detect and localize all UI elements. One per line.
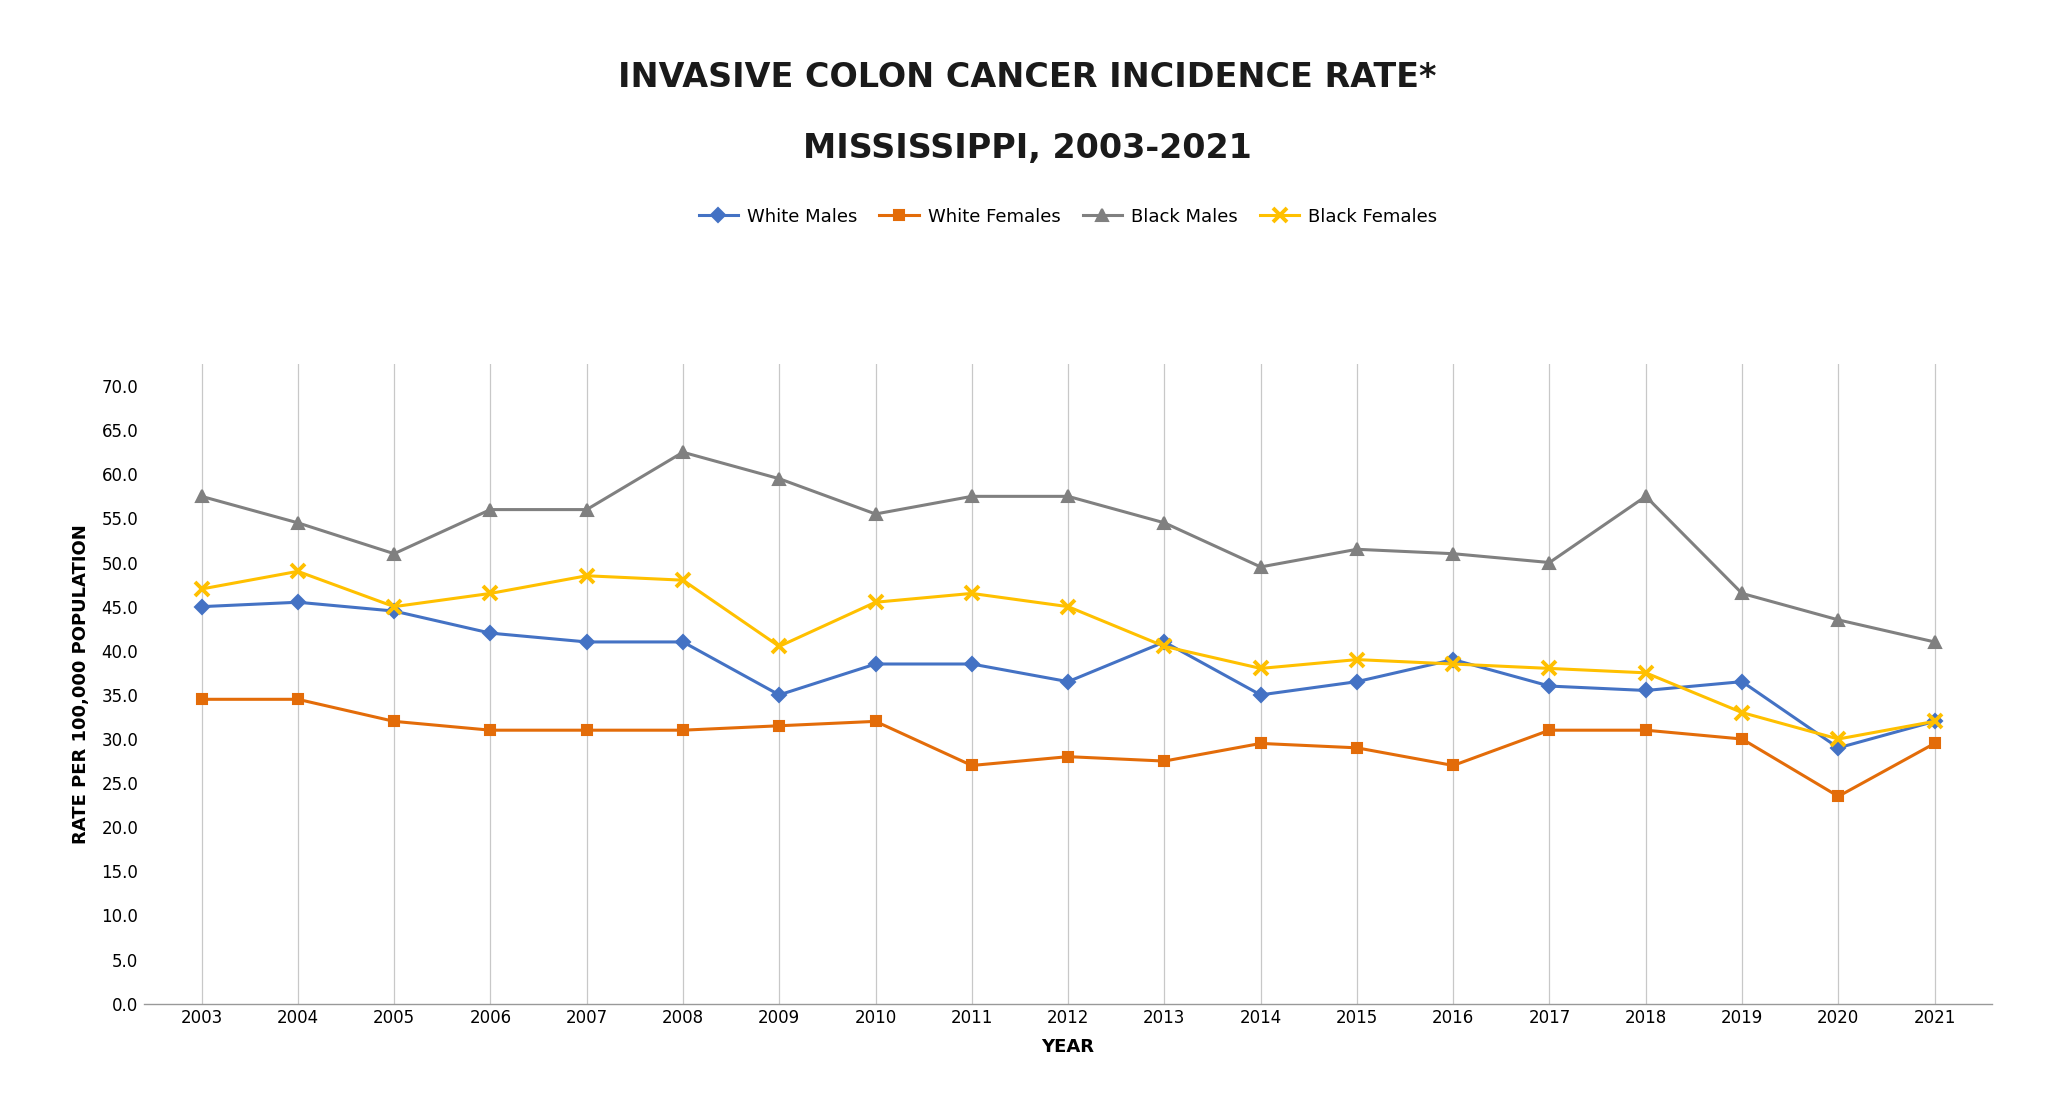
Black Females (1633, 666, 1658, 679)
White Females (1056, 750, 1080, 763)
White Females (1826, 790, 1851, 803)
White Females (959, 759, 984, 772)
Black Males (1923, 635, 1947, 649)
White Females (479, 724, 503, 737)
White Females (1536, 724, 1561, 737)
Black Males (575, 503, 600, 516)
Black Males (286, 516, 310, 529)
Black Females (959, 587, 984, 600)
Black Females (1826, 732, 1851, 746)
Black Males (959, 490, 984, 503)
Black Females (575, 569, 600, 582)
White Males (1633, 684, 1658, 697)
Black Females (1536, 662, 1561, 675)
White Males (1056, 675, 1080, 688)
White Females (1729, 732, 1754, 746)
Black Females (479, 587, 503, 600)
Black Males (1345, 543, 1370, 556)
Black Males (1249, 560, 1273, 574)
Text: MISSISSIPPI, 2003-2021: MISSISSIPPI, 2003-2021 (803, 132, 1251, 165)
Line: Black Females: Black Females (195, 565, 1941, 746)
White Females (863, 715, 887, 728)
White Males (382, 604, 407, 618)
Legend: White Males, White Females, Black Males, Black Females: White Males, White Females, Black Males,… (692, 201, 1444, 233)
Text: INVASIVE COLON CANCER INCIDENCE RATE*: INVASIVE COLON CANCER INCIDENCE RATE* (618, 61, 1436, 94)
White Males (1729, 675, 1754, 688)
Black Males (863, 507, 887, 521)
Black Females (1440, 657, 1465, 671)
White Males (1923, 715, 1947, 728)
White Males (1440, 653, 1465, 666)
Black Males (1056, 490, 1080, 503)
Black Males (1633, 490, 1658, 503)
White Females (382, 715, 407, 728)
White Females (1440, 759, 1465, 772)
White Males (863, 657, 887, 671)
X-axis label: YEAR: YEAR (1041, 1038, 1095, 1057)
White Males (479, 627, 503, 640)
White Males (670, 635, 694, 649)
Black Females (1249, 662, 1273, 675)
Black Females (189, 582, 214, 596)
White Females (575, 724, 600, 737)
Black Males (1152, 516, 1177, 529)
Black Males (766, 472, 791, 485)
Line: White Females: White Females (197, 695, 1939, 801)
Black Males (189, 490, 214, 503)
White Males (766, 688, 791, 702)
White Males (1345, 675, 1370, 688)
White Males (575, 635, 600, 649)
White Females (1633, 724, 1658, 737)
Black Females (286, 565, 310, 578)
White Males (286, 596, 310, 609)
White Females (1345, 741, 1370, 754)
Black Males (382, 547, 407, 560)
Line: Black Males: Black Males (195, 447, 1941, 647)
Black Females (670, 574, 694, 587)
White Females (1923, 737, 1947, 750)
White Females (1152, 754, 1177, 768)
White Females (670, 724, 694, 737)
Black Females (766, 640, 791, 653)
Black Males (1440, 547, 1465, 560)
White Males (1152, 635, 1177, 649)
Black Females (1345, 653, 1370, 666)
White Males (959, 657, 984, 671)
Black Males (670, 446, 694, 459)
White Females (286, 693, 310, 706)
Black Females (1152, 640, 1177, 653)
White Females (1249, 737, 1273, 750)
Black Males (1826, 613, 1851, 627)
Black Females (1729, 706, 1754, 719)
White Males (1536, 679, 1561, 693)
White Males (189, 600, 214, 613)
White Males (1249, 688, 1273, 702)
White Females (766, 719, 791, 732)
Black Males (1536, 556, 1561, 569)
Y-axis label: RATE PER 100,000 POPULATION: RATE PER 100,000 POPULATION (72, 524, 90, 844)
Black Males (479, 503, 503, 516)
Black Males (1729, 587, 1754, 600)
White Males (1826, 741, 1851, 754)
Black Females (1056, 600, 1080, 613)
Black Females (863, 596, 887, 609)
White Females (189, 693, 214, 706)
Black Females (382, 600, 407, 613)
Black Females (1923, 715, 1947, 728)
Line: White Males: White Males (197, 598, 1939, 752)
